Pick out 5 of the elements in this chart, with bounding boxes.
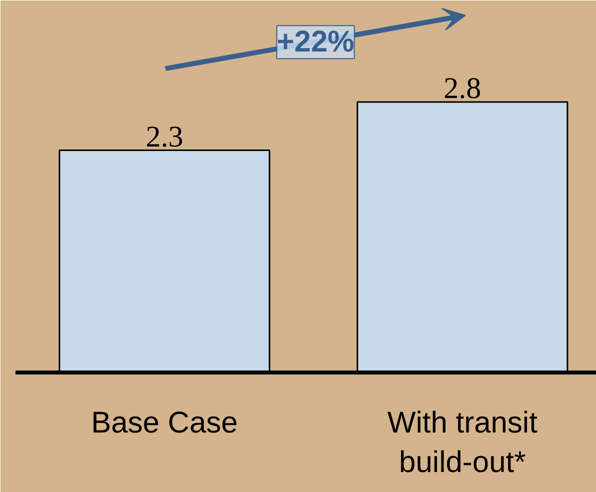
x-tick-label: With transit build-out* — [387, 406, 538, 480]
data-label: 2.8 — [444, 72, 482, 105]
annotation: +22% — [276, 26, 354, 59]
data-label: 2.3 — [146, 120, 184, 154]
x-tick-label: Base Case — [91, 406, 238, 440]
